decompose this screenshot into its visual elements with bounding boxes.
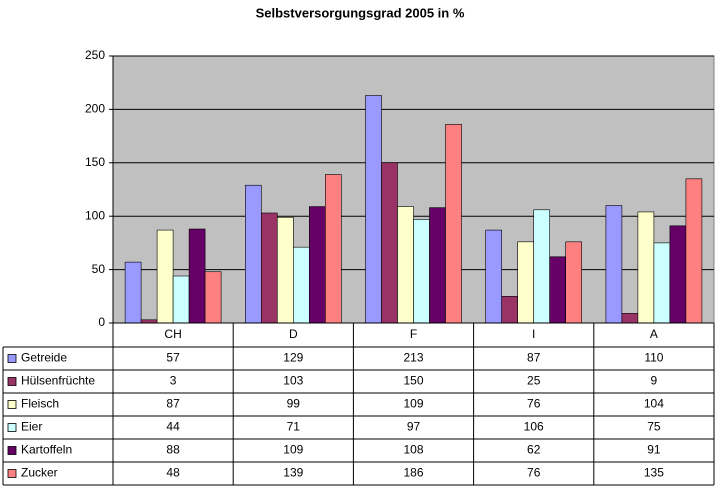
table-value: 129 [283,351,303,365]
y-tick-label: 200 [85,102,105,116]
table-value: 186 [403,466,423,480]
bar [605,205,623,324]
legend-key [7,354,17,363]
table-value: 62 [527,443,541,457]
table-value: 109 [283,443,303,457]
table-value: 76 [527,466,541,480]
bar [172,275,190,324]
legend-label: Kartoffeln [21,443,72,457]
bar [245,184,262,324]
legend-label: Getreide [21,351,67,365]
bar [653,242,671,324]
table-value: 110 [644,351,663,365]
table-value: 9 [651,374,658,388]
table-value: 150 [403,374,423,388]
table-value: 57 [166,351,180,365]
bar [685,178,703,324]
bar [429,207,446,324]
table-value: 3 [170,374,177,388]
table-value: 76 [527,397,541,411]
bar [156,229,174,324]
table-value: 25 [527,374,541,388]
legend-label: Hülsenfrüchte [21,374,95,388]
legend-label: Zucker [21,466,58,480]
table-value: 106 [524,420,544,434]
table-value: 103 [283,374,303,388]
bar [276,216,294,324]
bar [260,212,278,324]
bar [621,313,639,324]
bar [324,174,342,324]
table-value: 213 [403,351,423,365]
bar [565,241,583,324]
table-value: 87 [527,351,541,365]
bar [204,271,222,324]
table-value: 109 [403,397,423,411]
table-value: 71 [287,420,301,434]
bar [501,295,519,324]
table-value: 97 [407,420,421,434]
table-value: 139 [283,466,303,480]
x-tick-label: I [532,327,535,341]
y-tick-label: 100 [85,208,105,222]
bar [669,225,687,324]
legend-label: Fleisch [21,397,59,411]
x-tick-label: CH [164,327,181,341]
bar [445,124,462,324]
bar [365,95,382,324]
legend-key [7,377,17,386]
bar [124,261,142,324]
table-value: 135 [644,466,664,480]
x-tick-label: F [410,327,417,341]
x-tick-label: D [289,327,298,341]
y-tick-label: 0 [98,315,105,329]
bar [397,206,414,324]
bar [485,229,503,324]
bar [549,256,567,324]
bar [413,219,430,324]
bar [308,206,326,324]
bar [292,246,310,324]
y-tick-label: 50 [92,262,106,276]
table-value: 108 [403,443,423,457]
table-value: 99 [287,397,301,411]
y-tick-label: 150 [85,155,105,169]
table-value: 75 [647,420,661,434]
legend-key [7,400,17,409]
table-value: 88 [166,443,180,457]
table-value: 91 [647,443,661,457]
bar [188,228,206,324]
y-tick-label: 250 [85,48,105,62]
bar [637,211,655,324]
legend-key [7,423,17,432]
bar [381,162,398,324]
table-value: 48 [166,466,180,480]
table-value: 104 [644,397,664,411]
table-value: 44 [166,420,180,434]
bar [517,241,535,324]
legend-key [7,469,17,478]
legend-label: Eier [21,420,42,434]
bar [533,209,551,324]
legend-key [7,446,17,455]
x-tick-label: A [650,327,658,341]
chart-title: Selbstversorgungsgrad 2005 in % [256,5,465,20]
table-value: 87 [166,397,180,411]
